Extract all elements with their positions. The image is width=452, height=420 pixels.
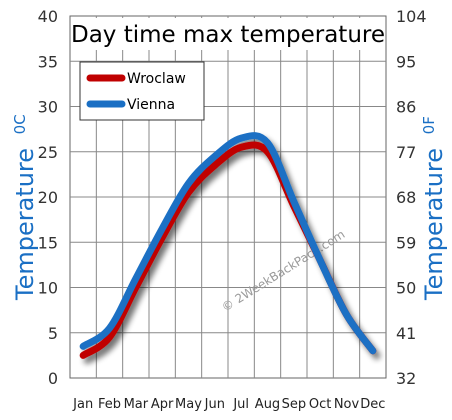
x-tick-label: Aug: [255, 397, 280, 412]
right-tick-label: 41: [396, 324, 416, 343]
left-axis-title: Temperature 0C: [11, 114, 39, 301]
right-tick-label: 59: [396, 233, 416, 252]
left-y-axis-ticks: 0 5 10 15 20 25 30 35 40: [38, 7, 58, 388]
x-tick-label: Jul: [232, 397, 249, 412]
legend: Wroclaw Vienna: [79, 61, 205, 121]
chart-title: Day time max temperature: [71, 22, 385, 48]
x-tick-label: Nov: [334, 397, 360, 412]
x-tick-label: Feb: [98, 397, 121, 412]
left-tick-label: 35: [38, 52, 58, 71]
right-tick-label: 50: [396, 279, 416, 298]
x-tick-label: Apr: [151, 397, 174, 412]
right-axis-title: Temperature 0F: [420, 116, 448, 301]
x-tick-label: May: [175, 397, 202, 412]
x-tick-label: Dec: [360, 397, 385, 412]
x-tick-label: Jun: [204, 397, 225, 412]
left-tick-label: 0: [48, 369, 58, 388]
right-axis-title-text: Temperature: [420, 148, 448, 301]
left-tick-label: 30: [38, 98, 58, 117]
right-tick-label: 77: [396, 143, 416, 162]
left-tick-label: 15: [38, 233, 58, 252]
right-tick-label: 95: [396, 52, 416, 71]
right-tick-label: 68: [396, 188, 416, 207]
series-line-vienna: [79, 132, 377, 355]
right-tick-label: 86: [396, 98, 416, 117]
left-axis-title-text: Temperature: [11, 148, 39, 301]
legend-label-wroclaw: Wroclaw: [127, 71, 186, 87]
x-tick-label: Oct: [309, 397, 331, 412]
x-tick-label: Jan: [72, 397, 93, 412]
right-axis-unit: 0F: [420, 116, 438, 134]
right-y-axis-ticks: 32 41 50 59 68 77 86 95 104: [396, 7, 427, 388]
left-tick-label: 10: [38, 279, 58, 298]
right-tick-label: 104: [396, 7, 427, 26]
x-tick-label: Sep: [282, 397, 307, 412]
legend-label-vienna: Vienna: [127, 97, 175, 113]
left-tick-label: 20: [38, 188, 58, 207]
series-lines: [79, 132, 377, 359]
left-tick-label: 25: [38, 143, 58, 162]
title-box: [84, 18, 374, 50]
x-axis-ticks: Jan Feb Mar Apr May Jun Jul Aug Sep Oct Nov Dec: [72, 397, 385, 412]
x-tick-label: Mar: [124, 397, 149, 412]
left-axis-unit: 0C: [11, 114, 29, 134]
right-tick-label: 32: [396, 369, 416, 388]
left-tick-label: 40: [38, 7, 58, 26]
legend-box: [79, 61, 205, 121]
left-tick-label: 5: [48, 324, 58, 343]
